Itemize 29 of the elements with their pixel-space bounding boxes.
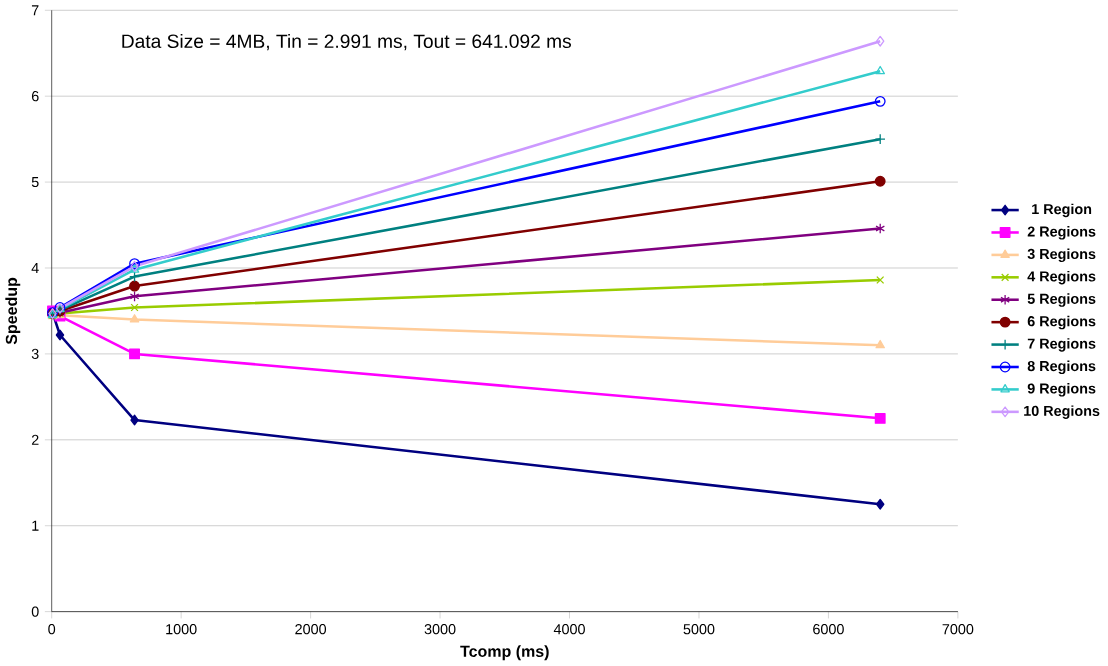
legend-label: 5 Regions bbox=[1027, 293, 1096, 308]
x-tick-label: 6000 bbox=[813, 624, 844, 635]
legend-label: 8 Regions bbox=[1027, 360, 1096, 375]
x-tick-label: 4000 bbox=[553, 624, 585, 635]
y-tick-label: 1 bbox=[32, 521, 39, 531]
y-tick-label: 0 bbox=[31, 606, 39, 617]
legend-label: 10 Regions bbox=[1024, 405, 1100, 420]
y-tick-label: 5 bbox=[31, 177, 39, 188]
legend-label: 9 Regions bbox=[1027, 383, 1096, 397]
y-axis-title: Speedup bbox=[5, 278, 21, 345]
legend-label: 1 Region bbox=[1032, 203, 1092, 218]
x-axis-title: Tcomp (ms) bbox=[460, 645, 549, 661]
y-tick-label: 7 bbox=[31, 5, 39, 16]
x-tick-label: 3000 bbox=[424, 624, 456, 635]
y-tick-label: 4 bbox=[31, 263, 39, 274]
x-tick-label: 7000 bbox=[942, 624, 974, 635]
legend-label: 6 Regions bbox=[1027, 315, 1096, 330]
x-tick-label: 0 bbox=[48, 624, 56, 635]
y-tick-label: 3 bbox=[31, 349, 39, 360]
y-tick-label: 2 bbox=[31, 435, 39, 446]
y-tick-label: 6 bbox=[31, 91, 39, 102]
x-tick-label: 2000 bbox=[295, 624, 327, 635]
x-tick-label: 1000 bbox=[166, 624, 197, 635]
text: Data Size = 4MB, Tin = 2.991 ms, Tout = 641.092 ms bbox=[122, 34, 572, 51]
legend-label: 4 Regions bbox=[1027, 271, 1096, 285]
legend-label: 2 Regions bbox=[1027, 226, 1096, 240]
x-tick-label: 5000 bbox=[683, 624, 715, 635]
legend-label: 3 Regions bbox=[1027, 248, 1096, 263]
legend-label: 7 Regions bbox=[1027, 338, 1096, 352]
